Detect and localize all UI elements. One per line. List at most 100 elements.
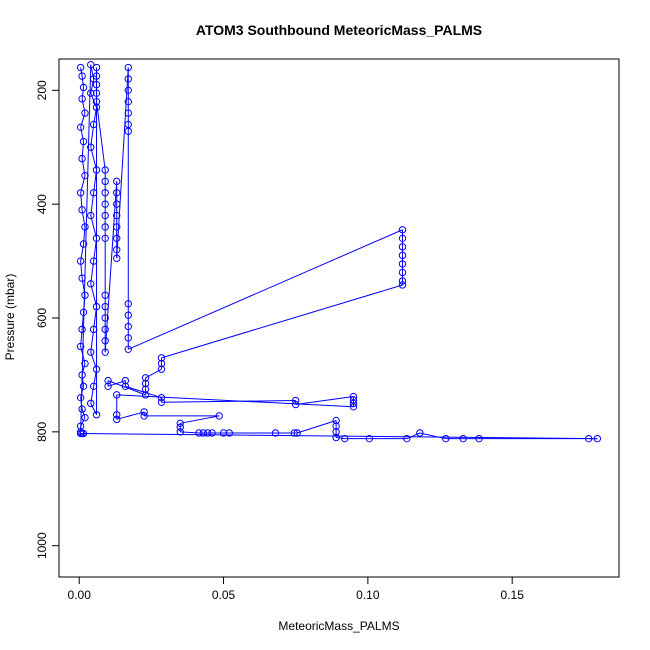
data-point xyxy=(199,429,208,437)
data-point xyxy=(124,63,132,72)
series-line-segment xyxy=(104,181,118,353)
data-point xyxy=(104,376,112,385)
data-point xyxy=(140,408,148,416)
data-point xyxy=(124,127,132,135)
data-point xyxy=(79,429,88,438)
data-point xyxy=(332,416,340,425)
series-line-segment xyxy=(161,284,403,359)
data-point xyxy=(92,103,101,112)
series-line-segment xyxy=(180,415,220,424)
data-point xyxy=(81,413,89,422)
data-point xyxy=(101,234,109,243)
y-tick-label: 800 xyxy=(35,422,49,442)
data-point xyxy=(81,109,89,117)
data-point xyxy=(92,302,101,311)
series-line-segment xyxy=(80,112,86,128)
y-tick-label: 1000 xyxy=(35,532,49,559)
data-point xyxy=(101,177,109,186)
data-point xyxy=(113,223,121,231)
data-point xyxy=(157,365,166,373)
data-point xyxy=(92,97,101,106)
series-line-segment xyxy=(296,419,337,434)
data-point xyxy=(293,429,301,437)
data-point xyxy=(78,325,86,334)
data-point xyxy=(92,365,101,373)
series-line-segment xyxy=(128,229,403,350)
data-point xyxy=(157,354,166,362)
data-point xyxy=(92,234,101,243)
series-line-segment xyxy=(81,408,86,418)
data-point xyxy=(78,72,86,80)
data-point xyxy=(87,89,95,97)
data-point xyxy=(101,211,109,220)
data-point xyxy=(157,398,166,406)
data-point xyxy=(398,268,407,277)
x-tick-label: 0.15 xyxy=(501,588,525,602)
data-point xyxy=(101,291,109,299)
data-point xyxy=(87,280,95,288)
data-point xyxy=(195,429,203,437)
series-line-segment xyxy=(90,147,98,171)
series-line-segment xyxy=(80,417,86,427)
data-point xyxy=(292,396,300,405)
data-point xyxy=(124,334,132,342)
series-line-segment xyxy=(90,403,97,415)
data-point xyxy=(121,382,130,391)
data-point xyxy=(81,359,89,368)
plot-frame xyxy=(58,58,620,578)
data-point xyxy=(459,434,467,443)
series-line-segment xyxy=(107,380,146,396)
data-point xyxy=(225,429,234,437)
x-tick-label: 0.00 xyxy=(68,588,92,602)
y-tick-label: 400 xyxy=(35,194,49,214)
data-point xyxy=(113,234,121,243)
data-point xyxy=(78,405,86,413)
data-point xyxy=(79,137,88,146)
data-point xyxy=(349,403,358,411)
data-point xyxy=(124,311,132,319)
data-point xyxy=(157,359,166,368)
series-line-segment xyxy=(90,124,95,148)
data-point xyxy=(124,345,132,354)
series-points xyxy=(76,60,602,443)
data-point xyxy=(124,97,132,106)
series-line-segment xyxy=(116,394,354,408)
data-point xyxy=(87,348,95,356)
series-line-segment xyxy=(81,87,85,99)
chart-title: ATOM3 Southbound MeteoricMass_PALMS xyxy=(196,22,482,38)
data-point xyxy=(113,415,121,424)
series-line-segment xyxy=(90,261,95,284)
data-point xyxy=(113,200,121,208)
data-point xyxy=(92,72,101,80)
data-point xyxy=(113,254,121,262)
data-point xyxy=(141,391,150,399)
data-point xyxy=(124,300,132,308)
data-point xyxy=(113,411,121,419)
data-point xyxy=(76,422,85,430)
data-point xyxy=(76,123,85,132)
data-point xyxy=(76,189,85,197)
data-point xyxy=(101,189,109,197)
y-tick-label: 200 xyxy=(35,80,49,100)
data-point xyxy=(113,391,121,399)
series-line-segment xyxy=(81,98,86,114)
series-line-segment xyxy=(80,64,92,432)
data-point xyxy=(141,379,150,388)
data-point xyxy=(89,189,98,197)
series-line-segment xyxy=(161,400,296,403)
data-point xyxy=(101,348,109,356)
data-point xyxy=(76,342,85,351)
data-point xyxy=(398,251,407,260)
data-point xyxy=(87,211,95,220)
data-point xyxy=(332,428,340,436)
data-point xyxy=(124,322,132,331)
data-point xyxy=(101,302,109,311)
series-line-segment xyxy=(336,437,345,440)
data-point xyxy=(79,382,88,391)
series-line-segment xyxy=(81,76,85,88)
data-point xyxy=(398,226,407,234)
data-point xyxy=(176,423,184,431)
data-point xyxy=(290,429,298,437)
data-point xyxy=(208,429,216,437)
data-point xyxy=(416,429,424,437)
